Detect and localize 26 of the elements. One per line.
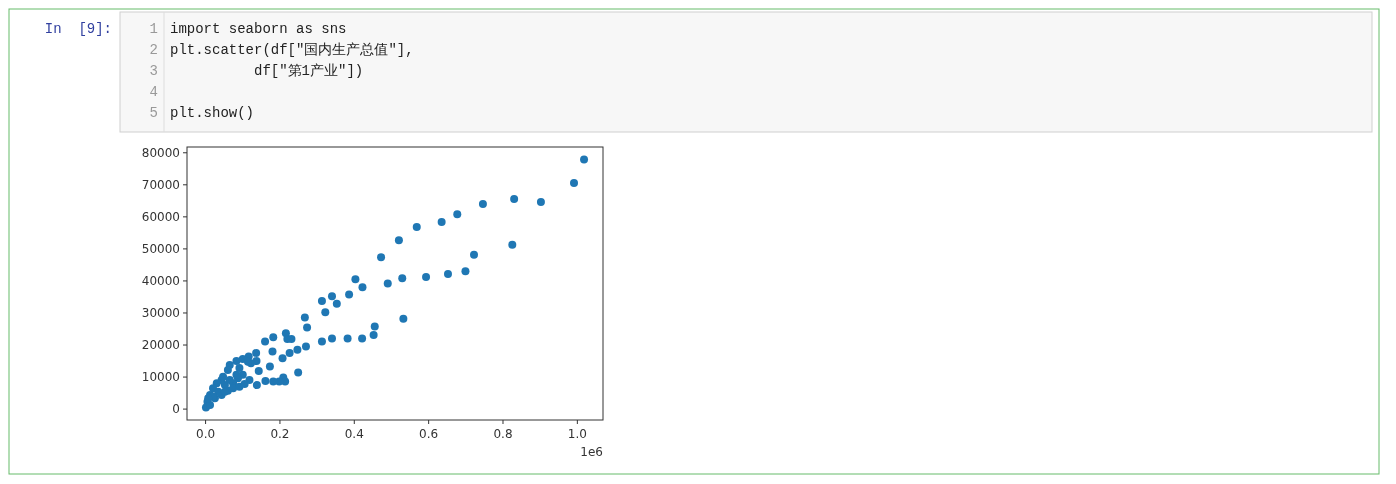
x-tick-label: 0.2 — [270, 427, 290, 441]
text: df["第1产业"]) — [170, 63, 364, 79]
text: 2 — [149, 42, 158, 58]
y-tick-label: 0 — [172, 402, 180, 417]
x-tick-label: 0.4 — [344, 427, 364, 441]
text: plt.show() — [170, 105, 255, 121]
text: 3 — [149, 63, 158, 79]
text: 4 — [149, 84, 158, 100]
x-tick-label: 0.0 — [196, 427, 216, 441]
y-tick-label: 70000 — [141, 177, 180, 192]
x-tick-label: 0.6 — [419, 427, 439, 441]
text: plt.scatter(df["国内生产总值"], — [170, 42, 414, 58]
y-tick-label: 30000 — [141, 305, 180, 320]
y-tick-label: 80000 — [141, 145, 180, 160]
text: In [9]: — [44, 21, 112, 37]
text: 5 — [149, 105, 158, 121]
x-tick-label: 0.8 — [493, 427, 513, 441]
x-tick-label: 1.0 — [567, 427, 587, 441]
text: 1e6 — [580, 445, 603, 459]
text: 1 — [149, 21, 158, 37]
y-tick-label: 40000 — [141, 273, 180, 288]
y-tick-label: 60000 — [141, 209, 180, 224]
y-tick-label: 10000 — [141, 370, 180, 385]
text: import seaborn as sns — [170, 21, 347, 37]
y-tick-label: 20000 — [141, 338, 180, 353]
y-tick-label: 50000 — [141, 241, 180, 256]
